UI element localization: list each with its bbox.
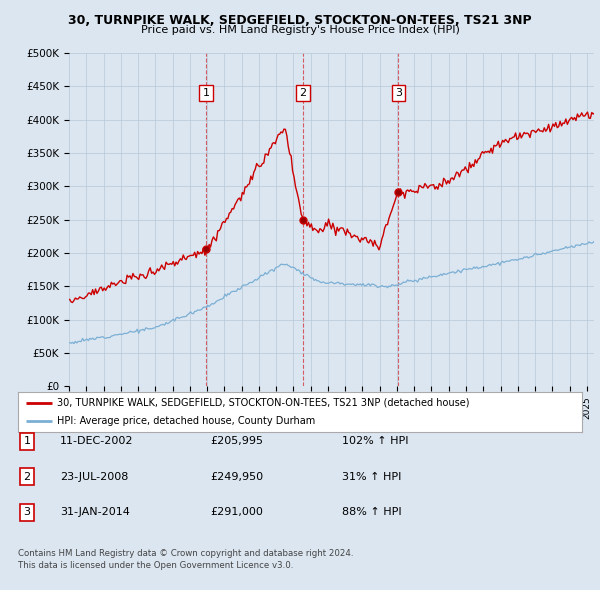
Text: 3: 3 [23,507,31,517]
Text: 2: 2 [299,88,307,98]
Text: £249,950: £249,950 [210,472,263,481]
Text: 3: 3 [395,88,402,98]
Text: Contains HM Land Registry data © Crown copyright and database right 2024.: Contains HM Land Registry data © Crown c… [18,549,353,558]
Text: 31-JAN-2014: 31-JAN-2014 [60,507,130,517]
Text: 31% ↑ HPI: 31% ↑ HPI [342,472,401,481]
Text: £291,000: £291,000 [210,507,263,517]
Text: 2: 2 [23,472,31,481]
Text: £205,995: £205,995 [210,437,263,446]
Text: Price paid vs. HM Land Registry's House Price Index (HPI): Price paid vs. HM Land Registry's House … [140,25,460,35]
Text: 1: 1 [203,88,209,98]
Text: 88% ↑ HPI: 88% ↑ HPI [342,507,401,517]
Text: This data is licensed under the Open Government Licence v3.0.: This data is licensed under the Open Gov… [18,561,293,570]
Text: 30, TURNPIKE WALK, SEDGEFIELD, STOCKTON-ON-TEES, TS21 3NP (detached house): 30, TURNPIKE WALK, SEDGEFIELD, STOCKTON-… [58,398,470,408]
Text: HPI: Average price, detached house, County Durham: HPI: Average price, detached house, Coun… [58,416,316,426]
Text: 23-JUL-2008: 23-JUL-2008 [60,472,128,481]
Text: 11-DEC-2002: 11-DEC-2002 [60,437,133,446]
Text: 102% ↑ HPI: 102% ↑ HPI [342,437,409,446]
Text: 30, TURNPIKE WALK, SEDGEFIELD, STOCKTON-ON-TEES, TS21 3NP: 30, TURNPIKE WALK, SEDGEFIELD, STOCKTON-… [68,14,532,27]
Text: 1: 1 [23,437,31,446]
